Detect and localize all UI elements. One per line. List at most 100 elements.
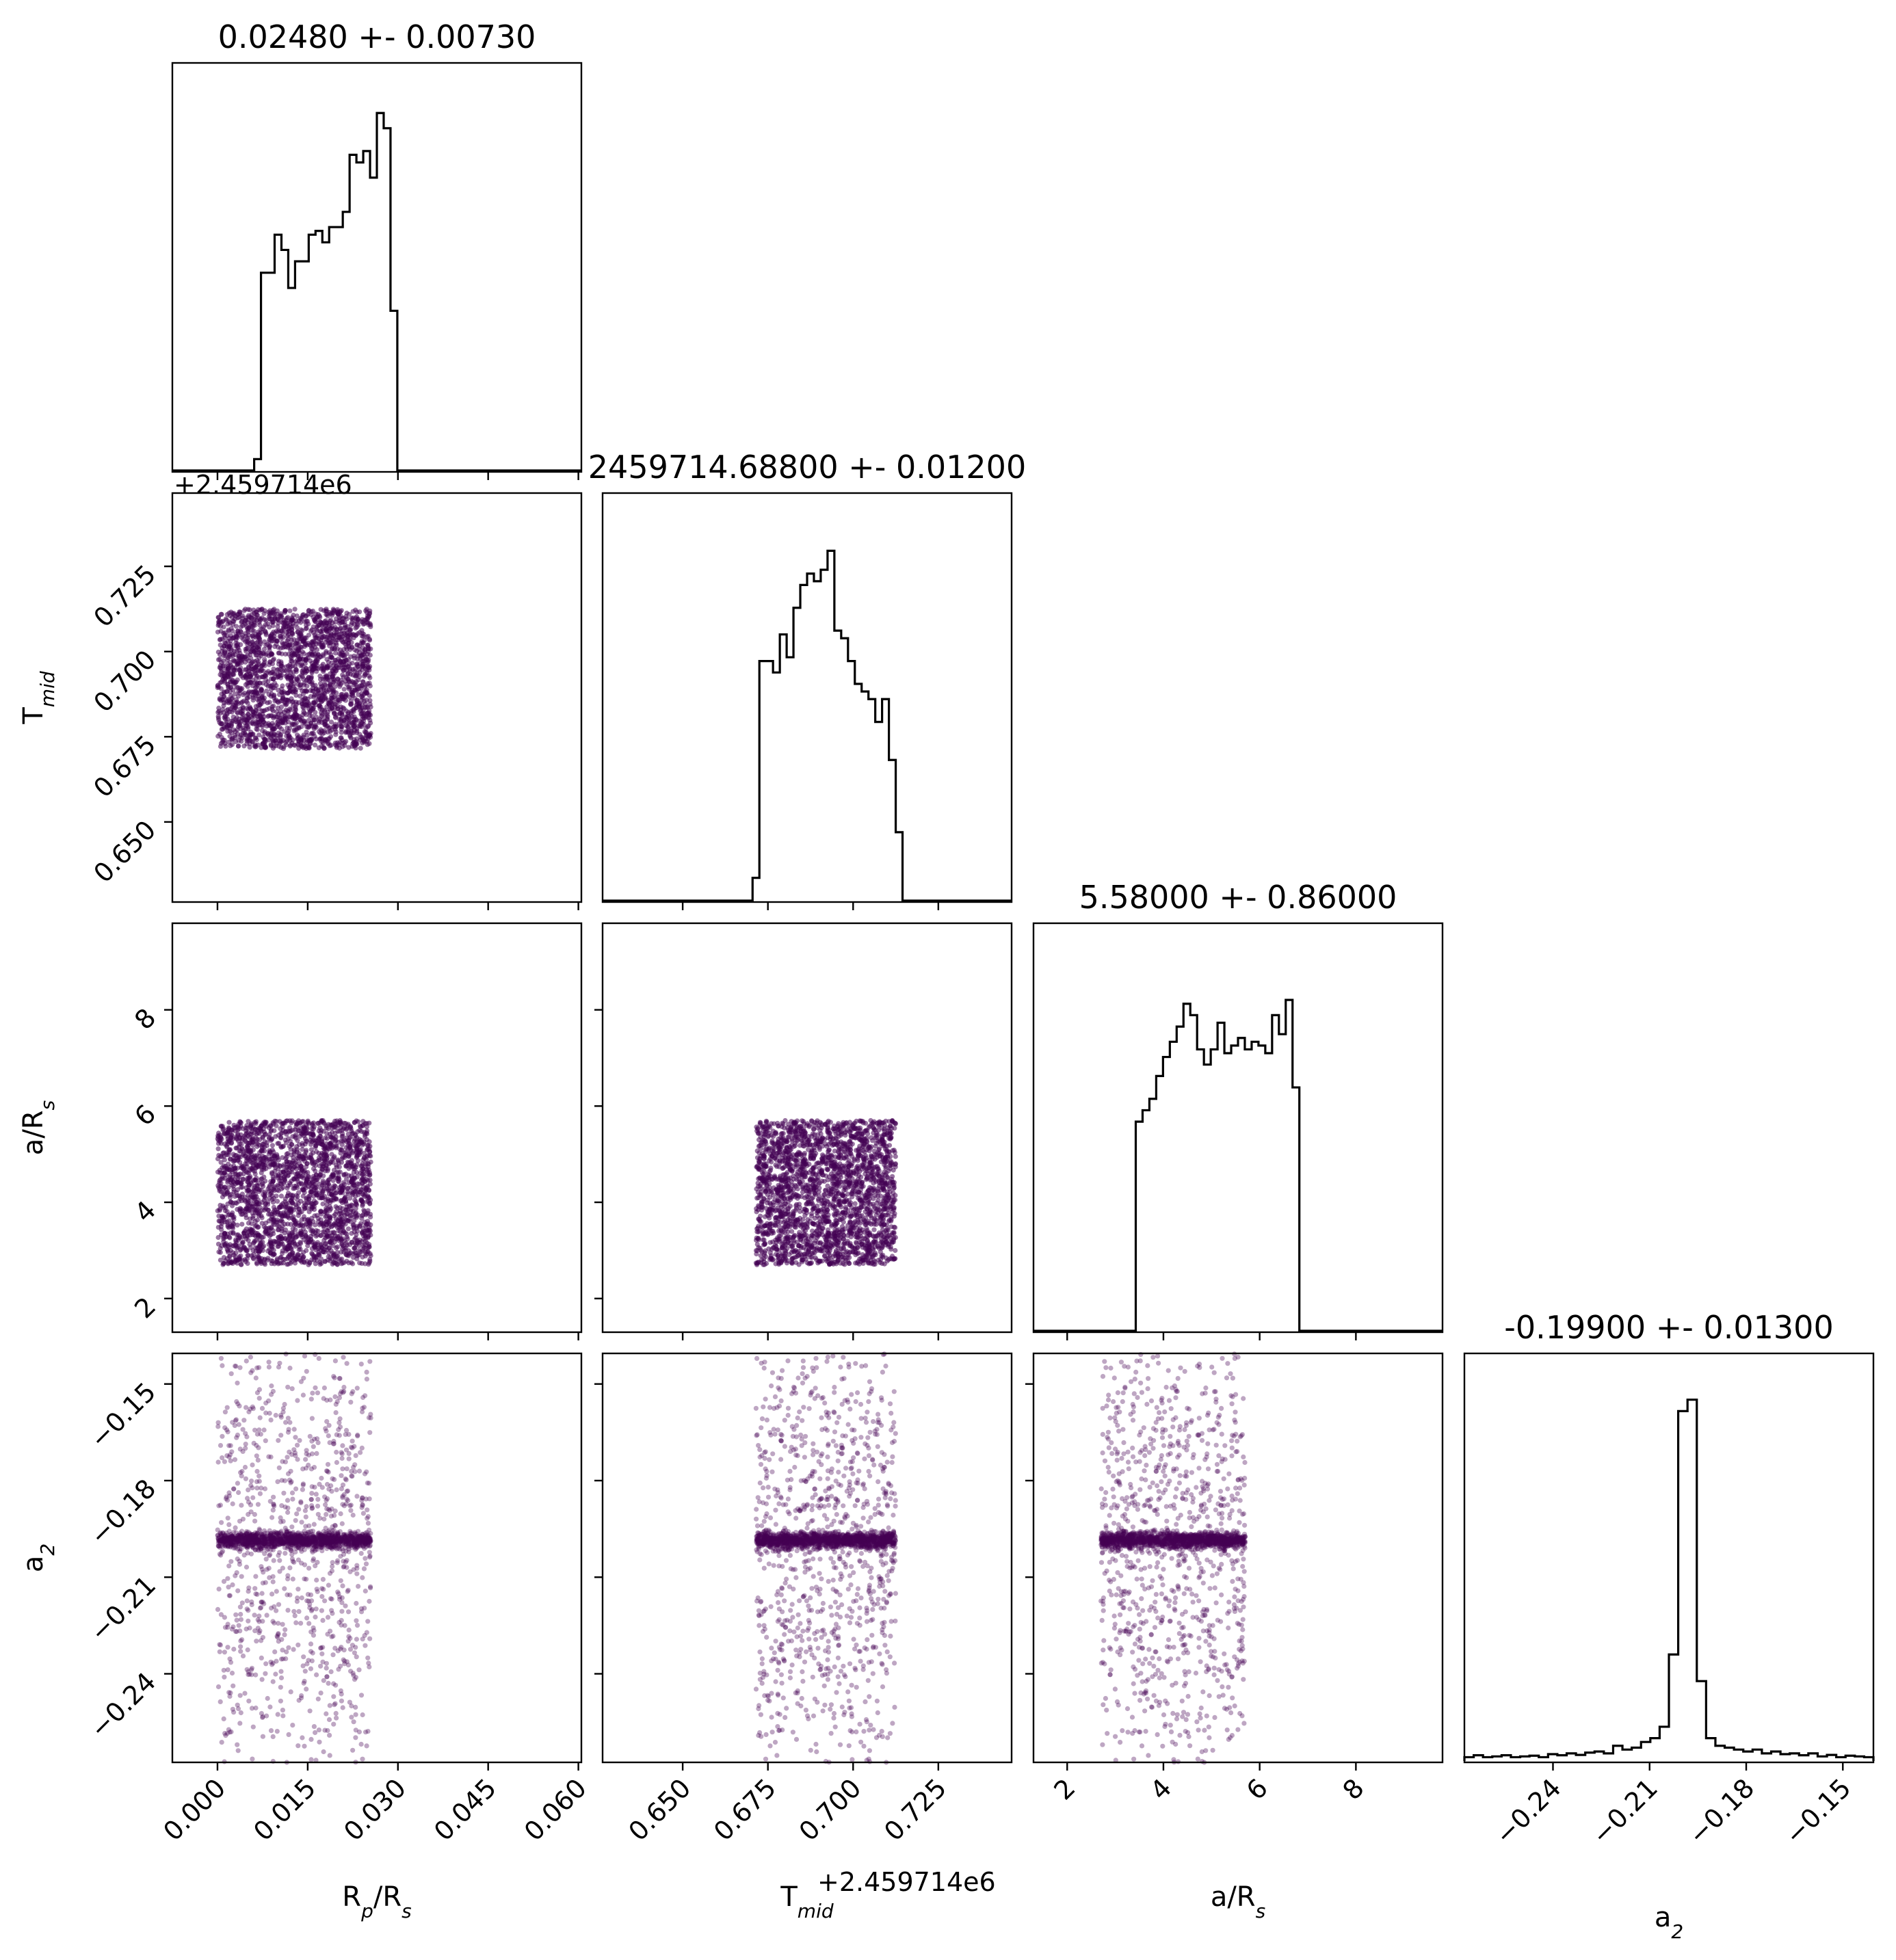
scatter-point [278, 1135, 283, 1140]
scatter-point [221, 1130, 227, 1136]
scatter-point [322, 681, 328, 687]
scatter-point [352, 666, 358, 672]
scatter-point [343, 1207, 349, 1213]
scatter-point [344, 682, 350, 687]
scatter-point [287, 608, 293, 613]
scatter-point [239, 620, 244, 625]
scatter-point [265, 1231, 270, 1236]
scatter-point [246, 1148, 251, 1154]
scatter-point [215, 1169, 221, 1175]
scatter-point [302, 1229, 308, 1235]
scatter-point [326, 740, 331, 745]
scatter-point [331, 680, 337, 685]
scatter-point [317, 1174, 322, 1180]
scatter-point [263, 1120, 268, 1125]
scatter-point [249, 1230, 254, 1236]
scatter-point [259, 1148, 264, 1154]
scatter-point [316, 745, 321, 750]
scatter-point [300, 657, 305, 663]
scatter-point [246, 628, 251, 633]
hist-tmid [603, 549, 1012, 902]
scatter-point [269, 1243, 274, 1248]
scatter-point [233, 719, 239, 724]
scatter-point [353, 615, 358, 621]
scatter-point [291, 674, 296, 679]
scatter-point [309, 1161, 315, 1166]
scatter-point [360, 1232, 366, 1238]
scatter-point [345, 1226, 351, 1232]
scatter-point [259, 1170, 264, 1176]
scatter-point [235, 645, 241, 651]
scatter-point [256, 1163, 261, 1168]
scatter-point [316, 1155, 321, 1161]
scatter-point [275, 719, 280, 725]
scatter-point [271, 1122, 276, 1127]
scatter-point [238, 657, 243, 663]
scatter-point [325, 709, 331, 715]
scatter-point [280, 620, 285, 625]
scatter-point [243, 1158, 250, 1163]
scatter-point [368, 1222, 373, 1228]
scatter-point [306, 678, 312, 685]
scatter-point [358, 745, 363, 751]
scatter-point [308, 1154, 313, 1160]
scatter-point [359, 705, 365, 711]
scatter-point [267, 723, 272, 728]
scatter-point [368, 1215, 373, 1220]
scatter-point [222, 1230, 227, 1236]
scatter-point [291, 1239, 297, 1244]
scatter-point [252, 1219, 258, 1224]
scatter-point [217, 1187, 222, 1192]
scatter-point [224, 700, 229, 705]
scatter-point [283, 664, 289, 670]
scatter-point [250, 721, 256, 727]
scatter-ars-vs-rp [215, 1117, 373, 1267]
scatter-point [293, 667, 299, 672]
scatter-point [345, 1236, 350, 1241]
scatter-point [250, 633, 255, 639]
scatter-point [259, 1256, 265, 1261]
scatter-point [254, 644, 260, 650]
scatter-point [334, 1165, 339, 1170]
scatter-point [341, 687, 347, 692]
scatter-point [334, 1205, 340, 1210]
scatter-point [362, 618, 367, 623]
scatter-point [354, 661, 360, 667]
scatter-point [333, 1197, 339, 1202]
scatter-point [262, 659, 267, 665]
scatter-point [322, 1249, 328, 1255]
scatter-point [347, 1145, 353, 1151]
scatter-point [314, 1213, 320, 1218]
scatter-point [310, 646, 315, 652]
scatter-point [360, 718, 367, 724]
scatter-point [359, 1198, 365, 1204]
scatter-point [289, 1195, 295, 1201]
scatter-point [359, 1163, 365, 1169]
scatter-point [323, 608, 328, 613]
scatter-point [302, 669, 308, 674]
scatter-point [278, 734, 283, 740]
scatter-point [248, 1195, 253, 1200]
scatter-point [227, 1193, 233, 1198]
scatter-point [351, 707, 356, 713]
scatter-point [287, 1235, 292, 1241]
scatter-point [324, 1153, 329, 1158]
scatter-point [278, 1181, 283, 1187]
scatter-point [304, 618, 311, 624]
scatter-point [343, 625, 348, 631]
scatter-point [324, 1202, 330, 1207]
scatter-point [304, 1161, 310, 1167]
scatter-point [306, 1209, 312, 1215]
scatter-point [304, 683, 310, 689]
scatter-point [272, 616, 278, 622]
panel-rp-vs-rp: 0.02480 +- 0.00730 [171, 18, 583, 480]
scatter-point [315, 1135, 321, 1141]
scatter-point [343, 739, 349, 744]
scatter-point [265, 1256, 271, 1261]
scatter-point [330, 646, 335, 651]
scatter-point [302, 1183, 308, 1189]
scatter-point [362, 691, 367, 697]
scatter-point [330, 1243, 336, 1248]
scatter-point [287, 1139, 293, 1144]
scatter-point [324, 628, 329, 634]
